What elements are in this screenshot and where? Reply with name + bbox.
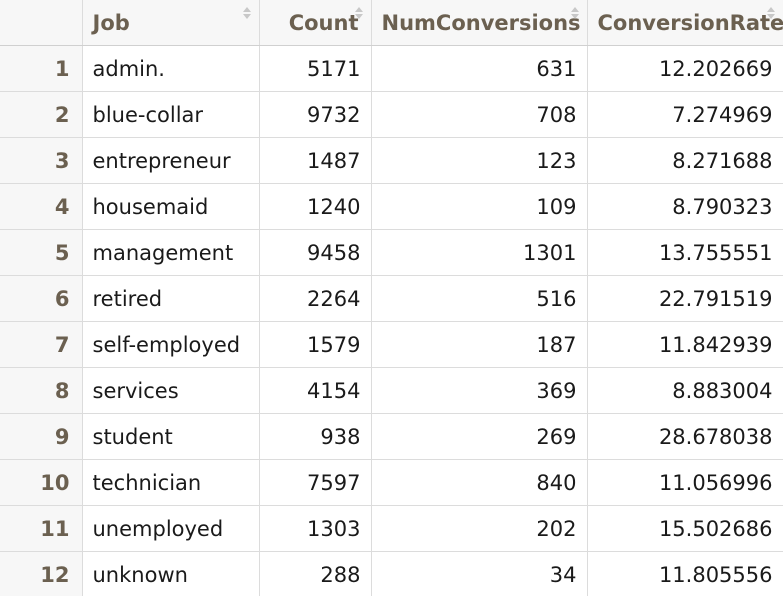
- cell-job: management: [82, 229, 260, 276]
- row-index-header: [0, 0, 83, 46]
- cell-numconversions: 631: [371, 45, 588, 92]
- column-header-job[interactable]: Job: [82, 0, 260, 46]
- sort-arrows-icon[interactable]: [354, 7, 363, 19]
- row-index: 2: [0, 91, 83, 138]
- cell-job: self-employed: [82, 321, 260, 368]
- cell-numconversions: 516: [371, 275, 588, 322]
- cell-job: services: [82, 367, 260, 414]
- cell-conversionrate: 11.842939: [587, 321, 783, 368]
- cell-numconversions: 269: [371, 413, 588, 460]
- cell-job: admin.: [82, 45, 260, 92]
- row-index: 10: [0, 459, 83, 506]
- row-index: 11: [0, 505, 83, 552]
- cell-count: 288: [259, 551, 372, 596]
- table-row: 7 self-employed 1579 187 11.842939: [0, 321, 783, 368]
- cell-conversionrate: 15.502686: [587, 505, 783, 552]
- column-header-label: Count: [288, 10, 359, 35]
- row-index: 4: [0, 183, 83, 230]
- cell-numconversions: 34: [371, 551, 588, 596]
- cell-conversionrate: 11.056996: [587, 459, 783, 506]
- table-row: 5 management 9458 1301 13.755551: [0, 229, 783, 276]
- table-row: 2 blue-collar 9732 708 7.274969: [0, 91, 783, 138]
- table-row: 3 entrepreneur 1487 123 8.271688: [0, 137, 783, 184]
- cell-count: 7597: [259, 459, 372, 506]
- column-header-count[interactable]: Count: [259, 0, 372, 46]
- cell-numconversions: 202: [371, 505, 588, 552]
- cell-conversionrate: 8.790323: [587, 183, 783, 230]
- cell-count: 1303: [259, 505, 372, 552]
- cell-job: housemaid: [82, 183, 260, 230]
- cell-conversionrate: 7.274969: [587, 91, 783, 138]
- cell-count: 2264: [259, 275, 372, 322]
- column-header-label: NumConversions: [381, 10, 581, 35]
- cell-numconversions: 1301: [371, 229, 588, 276]
- table-row: 4 housemaid 1240 109 8.790323: [0, 183, 783, 230]
- table-row: 6 retired 2264 516 22.791519: [0, 275, 783, 322]
- cell-job: unemployed: [82, 505, 260, 552]
- cell-count: 1579: [259, 321, 372, 368]
- cell-count: 5171: [259, 45, 372, 92]
- cell-numconversions: 708: [371, 91, 588, 138]
- cell-count: 938: [259, 413, 372, 460]
- table-row: 1 admin. 5171 631 12.202669: [0, 45, 783, 92]
- cell-conversionrate: 13.755551: [587, 229, 783, 276]
- table-body: 1 admin. 5171 631 12.202669 2 blue-colla…: [0, 45, 783, 596]
- row-index: 8: [0, 367, 83, 414]
- row-index: 7: [0, 321, 83, 368]
- row-index: 6: [0, 275, 83, 322]
- row-index: 12: [0, 551, 83, 596]
- cell-conversionrate: 12.202669: [587, 45, 783, 92]
- table-row: 10 technician 7597 840 11.056996: [0, 459, 783, 506]
- column-header-conversionrate[interactable]: ConversionRate: [587, 0, 783, 46]
- cell-job: student: [82, 413, 260, 460]
- cell-job: blue-collar: [82, 91, 260, 138]
- row-index: 3: [0, 137, 83, 184]
- column-header-label: Job: [92, 10, 130, 35]
- sort-arrows-icon[interactable]: [766, 7, 775, 19]
- cell-job: retired: [82, 275, 260, 322]
- cell-count: 1240: [259, 183, 372, 230]
- cell-conversionrate: 8.883004: [587, 367, 783, 414]
- cell-numconversions: 187: [371, 321, 588, 368]
- column-header-numconversions[interactable]: NumConversions: [371, 0, 588, 46]
- header-row: Job Count NumConversions ConversionRate: [0, 0, 783, 46]
- cell-conversionrate: 11.805556: [587, 551, 783, 596]
- cell-conversionrate: 8.271688: [587, 137, 783, 184]
- cell-job: technician: [82, 459, 260, 506]
- sort-arrows-icon[interactable]: [570, 7, 579, 19]
- column-header-label: ConversionRate: [597, 10, 783, 35]
- row-index: 5: [0, 229, 83, 276]
- row-index: 9: [0, 413, 83, 460]
- cell-job: entrepreneur: [82, 137, 260, 184]
- cell-job: unknown: [82, 551, 260, 596]
- cell-conversionrate: 28.678038: [587, 413, 783, 460]
- sort-arrows-icon[interactable]: [242, 7, 251, 19]
- table-row: 11 unemployed 1303 202 15.502686: [0, 505, 783, 552]
- cell-conversionrate: 22.791519: [587, 275, 783, 322]
- row-index: 1: [0, 45, 83, 92]
- cell-numconversions: 369: [371, 367, 588, 414]
- cell-numconversions: 123: [371, 137, 588, 184]
- table-header: Job Count NumConversions ConversionRate: [0, 0, 783, 46]
- table-row: 9 student 938 269 28.678038: [0, 413, 783, 460]
- table-row: 8 services 4154 369 8.883004: [0, 367, 783, 414]
- cell-numconversions: 840: [371, 459, 588, 506]
- cell-count: 4154: [259, 367, 372, 414]
- table-row: 12 unknown 288 34 11.805556: [0, 551, 783, 596]
- cell-numconversions: 109: [371, 183, 588, 230]
- cell-count: 9732: [259, 91, 372, 138]
- cell-count: 1487: [259, 137, 372, 184]
- cell-count: 9458: [259, 229, 372, 276]
